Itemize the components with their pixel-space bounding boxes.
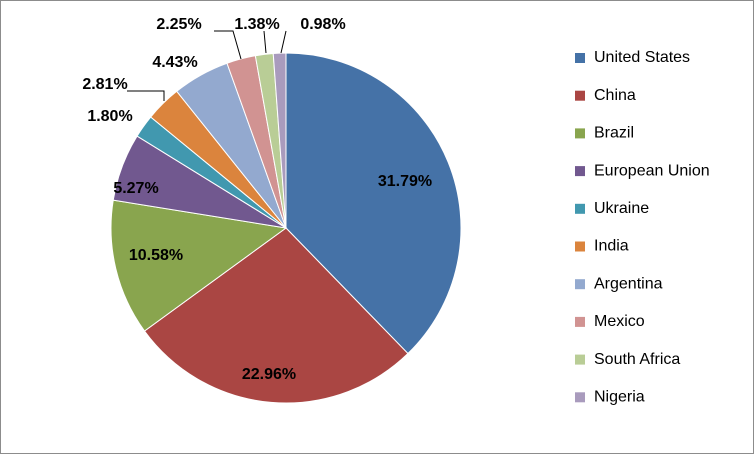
- data-label-european-union: 5.27%: [113, 180, 158, 197]
- legend-label-mexico: Mexico: [594, 313, 645, 330]
- legend-swatch-brazil: [575, 128, 585, 139]
- leader-line-mexico: [214, 30, 242, 60]
- legend-label-china: China: [594, 87, 636, 104]
- legend-label-argentina: Argentina: [594, 275, 663, 292]
- data-label-india: 2.81%: [82, 76, 127, 93]
- pie-slice-china: [143, 227, 409, 404]
- legend-label-brazil: Brazil: [594, 125, 634, 142]
- data-label-ukraine: 1.80%: [87, 108, 132, 125]
- legend-label-india: India: [594, 238, 629, 255]
- leader-line-india: [127, 90, 165, 101]
- data-label-argentina: 4.43%: [152, 54, 197, 71]
- data-label-brazil: 10.58%: [129, 247, 183, 264]
- legend-label-south-africa: South Africa: [594, 351, 680, 368]
- legend-label-nigeria: Nigeria: [594, 389, 645, 406]
- data-label-united-states: 31.79%: [378, 173, 432, 190]
- legend-swatch-ukraine: [575, 203, 585, 214]
- legend-label-united-states: United States: [594, 49, 690, 66]
- legend-label-european-union: European Union: [594, 162, 710, 179]
- data-label-nigeria: 0.98%: [300, 16, 345, 33]
- leader-line-south-africa: [263, 30, 267, 54]
- data-labels: 31.79% 22.96% 10.58% 5.27% 1.80% 2.81% 4.43% 2.…: [82, 16, 432, 383]
- legend-swatch-india: [575, 241, 585, 252]
- pie-slice-nigeria: [272, 52, 287, 229]
- legend-swatch-china: [575, 90, 585, 101]
- legend: United States China Brazil European Union Uk…: [575, 49, 710, 406]
- data-label-south-africa: 1.38%: [234, 16, 279, 33]
- leader-lines: [127, 30, 287, 101]
- leader-line-nigeria: [280, 30, 287, 54]
- legend-swatch-european-union: [575, 166, 585, 177]
- legend-swatch-south-africa: [575, 354, 585, 365]
- legend-swatch-mexico: [575, 316, 585, 327]
- legend-swatch-nigeria: [575, 392, 585, 403]
- pie-slices: [110, 52, 462, 404]
- data-label-mexico: 2.25%: [156, 16, 201, 33]
- pie-slice-united-states: [285, 52, 462, 355]
- data-label-china: 22.96%: [242, 366, 296, 383]
- pie-slice-brazil: [110, 199, 288, 332]
- legend-swatch-united-states: [575, 53, 585, 63]
- legend-label-ukraine: Ukraine: [594, 200, 649, 217]
- legend-swatch-argentina: [575, 279, 585, 290]
